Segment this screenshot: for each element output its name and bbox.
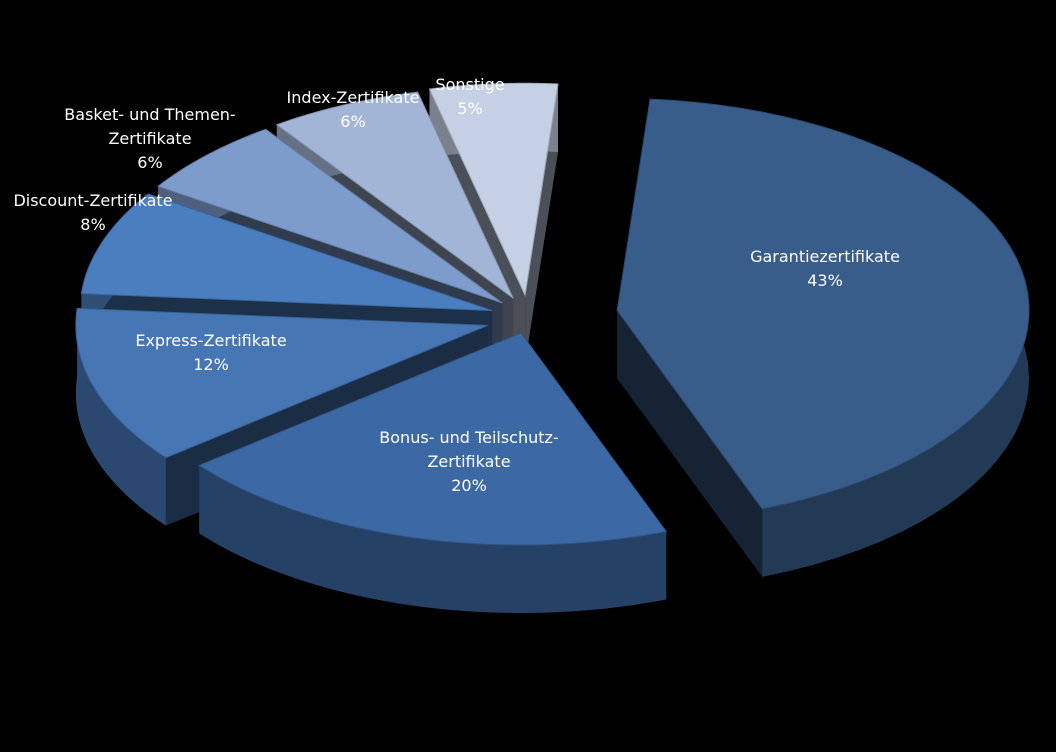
slice-label-line: Discount-Zertifikate [13, 191, 172, 210]
pie-slice-wall [525, 83, 558, 364]
slice-label: Bonus- und Teilschutz- Zertifikate 20% [379, 428, 558, 495]
slice-value-label: 8% [80, 215, 105, 234]
pie-slice-wall [617, 310, 763, 577]
slice-label: Index-Zertifikate 6% [287, 88, 420, 131]
pie-slice-rim [75, 308, 166, 526]
slice-label: Express-Zertifikate 12% [135, 331, 286, 374]
slice-label: Discount-Zertifikate 8% [13, 191, 172, 234]
slice-value-label: 12% [193, 355, 229, 374]
slice-value-label: 43% [807, 271, 843, 290]
pie-slice [275, 91, 514, 299]
slice-value-label: 6% [137, 153, 162, 172]
slice-label: Garantiezertifikate 43% [750, 247, 900, 290]
pie-slice [157, 128, 503, 304]
slice-value-label: 20% [451, 476, 487, 495]
slice-label-line: Basket- und Themen- [64, 105, 235, 124]
pie-slice [80, 193, 493, 312]
slice-label-line: Sonstige [435, 75, 504, 94]
slice-label-line: Zertifikate [427, 452, 510, 471]
pie-slice-rim [199, 465, 667, 614]
slice-label: Sonstige 5% [435, 75, 504, 118]
slice-value-label: 6% [340, 112, 365, 131]
slice-label-line: Zertifikate [108, 129, 191, 148]
pie-slice [616, 98, 1030, 510]
slice-label: Basket- und Themen- Zertifikate 6% [64, 105, 235, 172]
slice-label-line: Garantiezertifikate [750, 247, 900, 266]
pie-slice [198, 332, 668, 546]
slice-label-line: Bonus- und Teilschutz- [379, 428, 558, 447]
pie-slice [75, 307, 489, 459]
slice-value-label: 5% [457, 99, 482, 118]
pie-slice [428, 82, 559, 297]
slice-label-line: Index-Zertifikate [287, 88, 420, 107]
slice-label-line: Express-Zertifikate [135, 331, 286, 350]
